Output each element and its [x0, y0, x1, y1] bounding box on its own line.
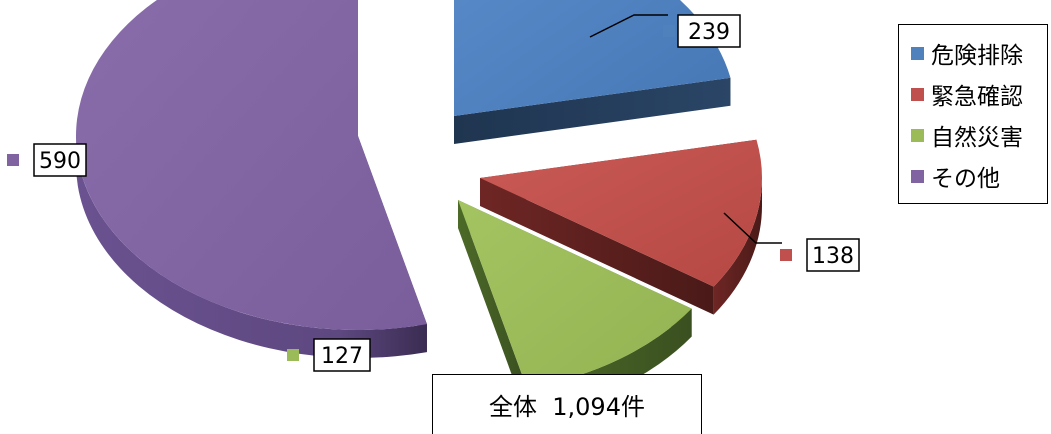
- pie-slice-top-2: [458, 200, 692, 389]
- pie-slice-wall-b-2: [458, 200, 527, 417]
- pie-slice-wall-b-0: [454, 77, 731, 144]
- data-label-box-1: [806, 238, 860, 272]
- pie-slice-3: [76, 0, 427, 358]
- legend-swatch-3: [911, 169, 924, 183]
- data-label-value-1: 138: [812, 244, 854, 269]
- data-label-0: 239: [589, 14, 741, 48]
- legend-swatch-1: [911, 87, 924, 101]
- pie-slice-0: [454, 0, 731, 144]
- data-label-box-0: [677, 14, 741, 48]
- leader-line-0: [589, 14, 668, 38]
- legend-item-3: その他: [911, 158, 1000, 194]
- data-label-swatch-3: [7, 154, 19, 166]
- legend-swatch-0: [911, 46, 924, 60]
- legend-item-0: 危険排除: [911, 35, 1023, 71]
- pie-slice-wall-b-1: [480, 178, 714, 315]
- pie-slice-1: [480, 139, 762, 315]
- data-label-swatch-0: [663, 25, 675, 37]
- data-label-box-2: [313, 338, 371, 372]
- leader-line-1: [723, 212, 782, 244]
- data-label-box-3: [33, 143, 87, 177]
- total-value: 1,094件: [552, 393, 645, 421]
- total-label: 全体: [489, 393, 537, 421]
- legend-item-1: 緊急確認: [911, 76, 1023, 112]
- legend-label-0: 危険排除: [931, 43, 1023, 69]
- data-label-3: 590: [7, 143, 87, 177]
- pie-slice-top-0: [454, 0, 731, 116]
- legend: 危険排除 緊急確認 自然災害 その他: [898, 24, 1048, 204]
- data-label-value-0: 239: [688, 20, 730, 45]
- pie-slice-side-3-0: [76, 136, 427, 358]
- data-label-value-3: 590: [39, 149, 81, 174]
- data-label-2: 127: [287, 338, 371, 372]
- data-label-swatch-1: [780, 249, 792, 261]
- legend-label-3: その他: [931, 166, 1000, 192]
- data-label-1: 138: [723, 212, 860, 272]
- legend-item-2: 自然災害: [911, 117, 1023, 153]
- legend-label-1: 緊急確認: [931, 84, 1023, 110]
- legend-swatch-2: [911, 128, 924, 142]
- pie-slice-top-3: [76, 0, 427, 330]
- data-label-value-2: 127: [321, 344, 363, 369]
- legend-label-2: 自然災害: [931, 125, 1023, 151]
- total-box: 全体 1,094件: [432, 374, 702, 434]
- data-label-swatch-2: [287, 349, 299, 361]
- pie-slice-top-1: [480, 139, 762, 287]
- pie-slice-side-1-0: [713, 178, 762, 315]
